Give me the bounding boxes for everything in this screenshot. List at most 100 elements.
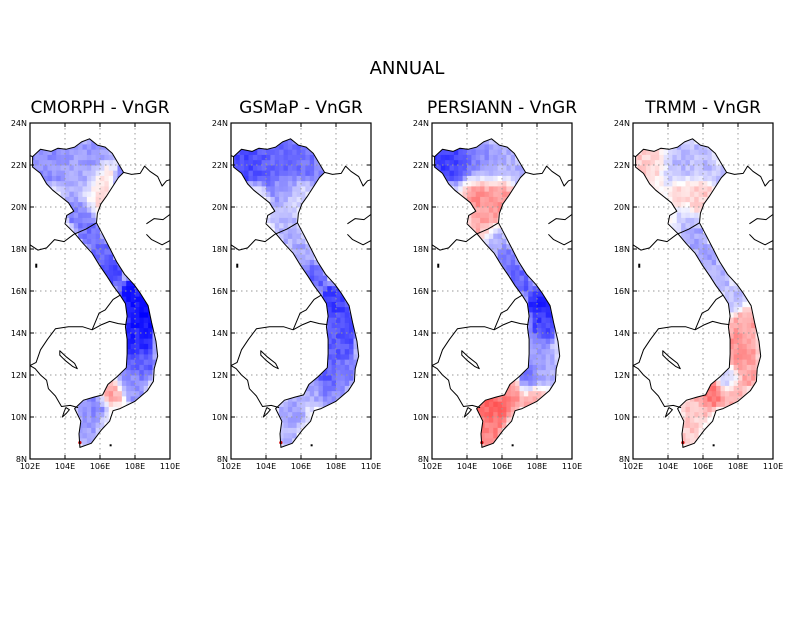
heatmap-cell xyxy=(440,359,446,365)
heatmap-cell xyxy=(69,296,75,302)
heatmap-cell xyxy=(30,449,35,455)
heatmap-cell xyxy=(449,275,455,281)
heatmap-cell xyxy=(34,175,40,182)
heatmap-cell xyxy=(274,380,280,386)
heatmap-cell xyxy=(126,306,132,313)
heatmap-cell xyxy=(126,301,132,308)
heatmap-cell xyxy=(440,259,446,266)
heatmap-cell xyxy=(34,348,40,355)
heatmap-cell xyxy=(126,406,132,413)
heatmap-cell xyxy=(104,417,110,423)
heatmap-cell xyxy=(436,422,442,428)
heatmap-cell xyxy=(301,449,306,455)
heatmap-cell xyxy=(121,212,127,218)
heatmap-cell xyxy=(86,385,92,392)
heatmap-cell xyxy=(34,270,40,276)
heatmap-cell xyxy=(235,317,241,323)
heatmap-cell xyxy=(91,385,97,392)
heatmap-cell xyxy=(144,449,149,455)
heatmap-cell xyxy=(156,401,158,407)
heatmap-cell xyxy=(434,259,437,266)
heatmap-cell xyxy=(252,438,258,444)
heatmap-cell xyxy=(152,285,158,292)
heatmap-cell xyxy=(239,196,245,203)
heatmap-cell xyxy=(161,191,166,197)
heatmap-cell xyxy=(436,154,442,161)
heatmap-cell xyxy=(233,159,236,166)
heatmap-cell xyxy=(252,317,258,323)
heatmap-cell xyxy=(235,390,241,397)
heatmap-cell xyxy=(143,270,149,276)
heatmap-cell xyxy=(135,301,140,308)
heatmap-cell xyxy=(449,264,455,271)
heatmap-cell xyxy=(244,317,249,323)
heatmap-cell xyxy=(73,333,79,339)
heatmap-cell xyxy=(309,359,315,365)
heatmap-cell xyxy=(336,427,341,434)
heatmap-cell xyxy=(471,186,477,192)
heatmap-cell xyxy=(440,170,446,176)
heatmap-cell xyxy=(309,364,315,371)
heatmap-cell xyxy=(283,411,289,418)
heatmap-cell xyxy=(467,165,472,171)
heatmap-cell xyxy=(239,217,245,224)
heatmap-cell xyxy=(126,396,132,402)
heatmap-cell xyxy=(445,385,450,392)
heatmap-cell xyxy=(135,417,140,423)
heatmap-cell xyxy=(69,432,75,439)
heatmap-cell xyxy=(270,128,275,134)
heatmap-cell xyxy=(440,238,446,245)
heatmap-cell xyxy=(108,207,114,213)
heatmap-cell xyxy=(362,443,367,449)
heatmap-cell xyxy=(257,128,262,134)
heatmap-cell xyxy=(344,333,350,339)
heatmap-cell xyxy=(69,128,74,134)
heatmap-cell xyxy=(113,449,118,455)
heatmap-cell xyxy=(121,291,127,297)
heatmap-cell xyxy=(51,138,57,140)
heatmap-cell xyxy=(362,186,367,192)
heatmap-cell xyxy=(453,291,459,297)
heatmap-cell xyxy=(336,123,341,129)
heatmap-cell xyxy=(309,228,315,234)
heatmap-cell xyxy=(327,123,332,129)
heatmap-cell xyxy=(156,217,158,224)
heatmap-cell xyxy=(274,165,280,171)
heatmap-cell xyxy=(248,180,254,187)
heatmap-cell xyxy=(43,207,48,213)
heatmap-cell xyxy=(135,438,140,444)
heatmap-cell xyxy=(161,396,166,402)
heatmap-cell xyxy=(108,217,114,224)
heatmap-cell xyxy=(327,259,333,266)
heatmap-cell xyxy=(445,291,450,297)
heatmap-cell xyxy=(113,438,118,444)
heatmap-cell xyxy=(309,348,315,355)
heatmap-cell xyxy=(78,427,83,434)
heatmap-cell xyxy=(296,306,302,313)
heatmap-cell xyxy=(100,259,105,266)
heatmap-cell xyxy=(270,144,276,150)
heatmap-cell xyxy=(283,312,289,318)
heatmap-cell xyxy=(38,322,44,329)
heatmap-cell xyxy=(139,443,145,448)
heatmap-cell xyxy=(344,180,350,187)
heatmap-cell xyxy=(344,186,350,192)
heatmap-cell xyxy=(104,338,110,344)
heatmap-cell xyxy=(51,443,57,448)
heatmap-cell xyxy=(126,207,132,213)
heatmap-cell xyxy=(309,165,315,171)
heatmap-cell xyxy=(440,422,446,428)
y-tick-label: 24N xyxy=(212,119,228,128)
heatmap-cell xyxy=(471,138,477,140)
heatmap-cell xyxy=(458,438,464,444)
heatmap-cell xyxy=(100,291,105,297)
heatmap-cell xyxy=(440,427,446,434)
heatmap-cell xyxy=(51,212,57,218)
heatmap-cell xyxy=(336,348,341,355)
heatmap-cell xyxy=(279,264,284,271)
heatmap-cell xyxy=(349,191,354,197)
heatmap-cell xyxy=(152,196,158,203)
heatmap-cell xyxy=(353,222,359,229)
heatmap-cell xyxy=(104,406,110,413)
heatmap-cell xyxy=(32,191,35,197)
